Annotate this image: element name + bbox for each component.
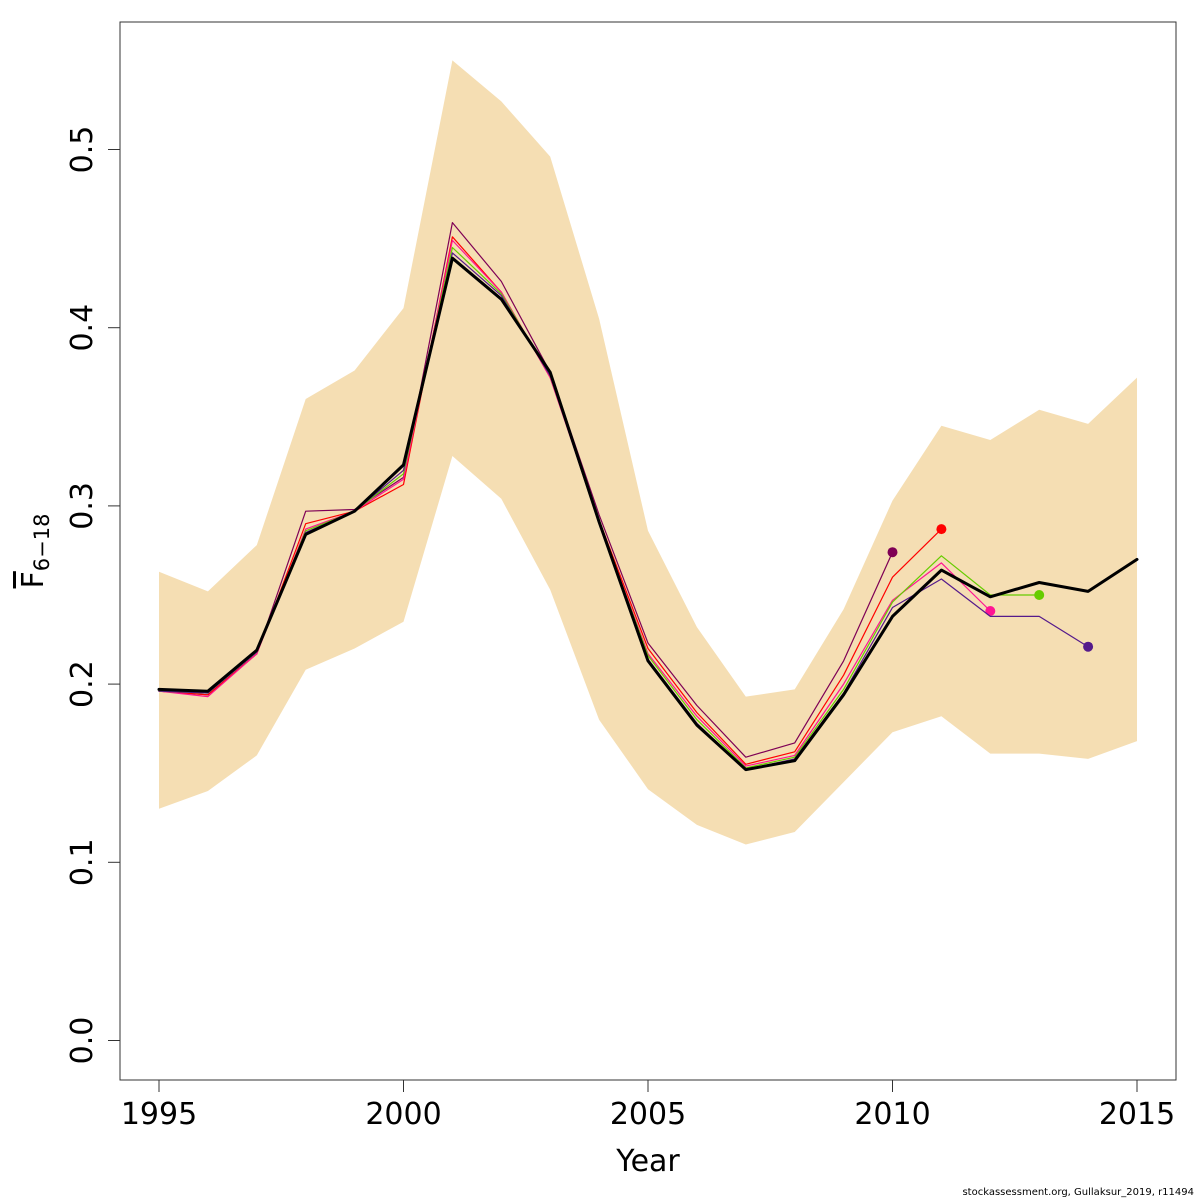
series-line-1	[158, 222, 894, 758]
axis-layer: 1995 2000 2005 2010 2015 0.0 0.1 0.2 0.3 0.4 0.5	[65, 126, 1175, 1132]
x-axis-title: Year	[615, 1144, 680, 1179]
series-end-point-1	[887, 547, 898, 558]
series-end-point-4	[1034, 590, 1045, 600]
x-tick-label: 2010	[854, 1097, 930, 1132]
series-end-point-3	[985, 606, 996, 616]
x-tick-label: 2005	[610, 1097, 686, 1132]
confidence-band-layer	[159, 60, 1137, 845]
y-axis-title: F6−18	[16, 514, 54, 589]
series-layer	[157, 222, 1139, 772]
svg-text:F6−18: F6−18	[16, 514, 54, 589]
series-end-point-5	[1083, 641, 1094, 652]
y-tick-label: 0.5	[65, 126, 100, 174]
y-tick-label: 0.2	[65, 660, 100, 708]
y-axis-title-main: F	[16, 571, 51, 588]
series-end-point-2	[936, 524, 947, 535]
y-tick-label: 0.1	[65, 838, 100, 886]
confidence-band	[159, 60, 1137, 845]
x-tick-label: 2015	[1099, 1097, 1175, 1132]
y-tick-label: 0.3	[65, 482, 100, 530]
series-line-6	[157, 256, 1139, 772]
x-tick-label: 1995	[121, 1097, 197, 1132]
footer-credit: stockassessment.org, Gullaksur_2019, r11…	[962, 1187, 1194, 1198]
y-tick-label: 0.0	[65, 1017, 100, 1065]
x-tick-label: 2000	[365, 1097, 441, 1132]
y-axis-title-subscript: 6−18	[30, 514, 54, 572]
y-tick-label: 0.4	[65, 304, 100, 352]
